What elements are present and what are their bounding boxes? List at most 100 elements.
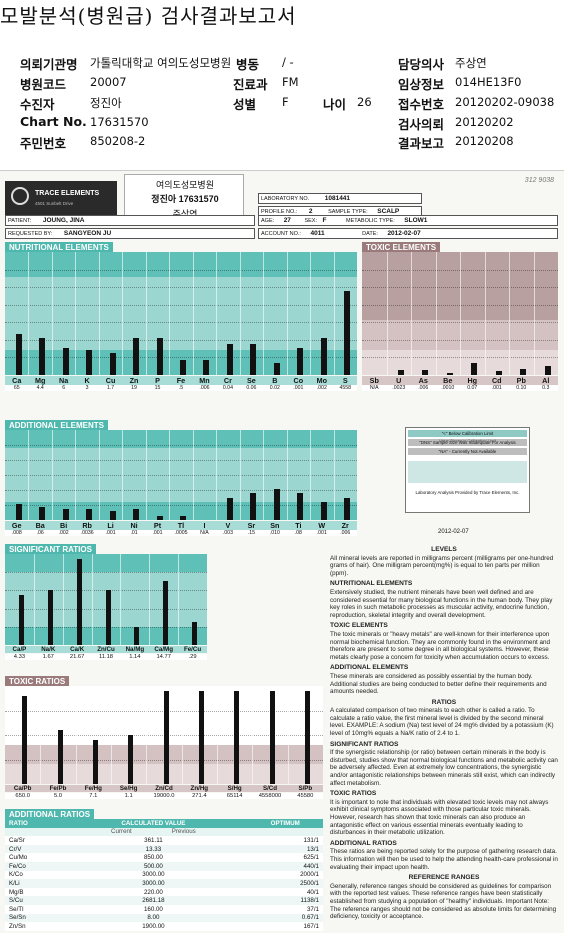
- chart-category-label: Sr: [239, 521, 264, 530]
- table-cell: 13/1: [306, 845, 319, 853]
- table-row: Fe/Co 500.00 440/1: [5, 861, 323, 871]
- chart-bar: [344, 497, 351, 520]
- chart-category-label: V: [216, 521, 240, 530]
- chart-bar: [62, 509, 69, 520]
- header-key: 주민번호: [20, 136, 67, 151]
- note-heading: LEVELS: [431, 546, 457, 553]
- chart-value-label: .001: [145, 530, 170, 537]
- header-key: 진료과: [233, 77, 268, 92]
- header-key: 접수번호: [398, 97, 445, 112]
- chart-category-label: W: [310, 521, 334, 530]
- chart-value-label: 0.07: [460, 385, 485, 392]
- logo-subtext: 4501 Sunbelt Drive: [35, 201, 74, 206]
- calc-col-header: CALCULATED VALUE: [59, 819, 248, 828]
- table-row: Se/Sn 8.00 0.67/1: [5, 913, 323, 923]
- table-row: S/Cu 2681.18 1138/1: [5, 896, 323, 905]
- table-cell: 131/1: [303, 836, 319, 844]
- table-cell: 13.33: [145, 845, 162, 853]
- requested-label: REQUESTED BY:: [8, 231, 53, 237]
- table-cell: 625/1: [303, 854, 319, 862]
- chart-bar: [544, 366, 551, 375]
- chart-value-label: .010: [263, 530, 287, 537]
- toxic-title: TOXIC ELEMENTS: [362, 242, 441, 253]
- header-key: 병원코드: [20, 77, 67, 92]
- chart-bar: [198, 690, 204, 784]
- chart-bar: [273, 362, 280, 375]
- note-paragraph: If the synergistic relationship (or rati…: [330, 749, 558, 787]
- chart-value-label: .001: [310, 530, 334, 537]
- header-value: 주상연: [455, 56, 487, 70]
- table-cell: 1138/1: [300, 897, 319, 905]
- ratio-col-header: RATIO: [5, 819, 60, 828]
- header-value: F: [282, 95, 289, 109]
- chart-value-label: 14.77: [149, 654, 179, 661]
- toxic-chart: Sb N/A U .0023 As .006 Be .0010 Hg 0.07 Cd .001 Pb 0.…: [362, 252, 558, 397]
- chart-category-label: Sb: [362, 376, 387, 385]
- table-cell: Cr/V: [9, 845, 22, 853]
- account-label: ACCOUNT NO.:: [261, 231, 301, 237]
- additional-ratios-body: Ca/Sr 361.11 131/1 Cr/V 13.33 13/1 Cu/Mo 850.00…: [5, 836, 323, 931]
- chart-bar: [203, 360, 210, 375]
- chart-value-label: .002: [310, 385, 334, 392]
- handwritten-note: 312 9038: [524, 177, 554, 184]
- chart-value-label: N/A: [362, 385, 387, 392]
- chart-category-label: I: [192, 521, 217, 530]
- note-heading: SIGNIFICANT RATIOS: [330, 740, 399, 748]
- additional-ratios-title: ADDITIONAL RATIOS: [5, 809, 95, 820]
- header-key: 임상정보: [398, 77, 445, 92]
- chart-bar: [446, 372, 453, 375]
- chart-category-label: Al: [533, 376, 558, 385]
- table-row: Cr/V 13.33 13/1: [5, 844, 323, 854]
- chart-bar: [47, 590, 53, 645]
- chart-category-label: B: [263, 376, 287, 385]
- notes-column: LEVELS All mineral levels are reported in…: [330, 543, 558, 931]
- profile-label: PROFILE NO.:: [261, 209, 298, 215]
- chart-bar: [495, 371, 502, 375]
- chart-category-label: Sn: [263, 521, 287, 530]
- chart-value-label: 19000.0: [146, 793, 182, 800]
- chart-value-label: 4558000: [252, 793, 288, 800]
- chart-category-label: S/Pb: [287, 785, 323, 792]
- table-cell: Cu/Mo: [9, 854, 28, 862]
- chart-category-label: Se/Hg: [111, 785, 147, 792]
- table-cell: 40/1: [306, 888, 319, 896]
- stamp-hospital: 여의도성모병원: [156, 180, 214, 190]
- chart-bar: [180, 515, 186, 520]
- chart-category-label: Bi: [51, 521, 76, 530]
- additional-ratios-table: RATIO CALCULATED VALUE OPTIMUM Current Pr…: [5, 819, 323, 931]
- chart-category-label: Na/K: [33, 646, 63, 653]
- chart-category-label: Rb: [75, 521, 99, 530]
- chart-bar: [250, 493, 257, 520]
- chart-category-label: P: [145, 376, 170, 385]
- lab-logo-icon: [11, 187, 29, 205]
- note-paragraph: The toxic minerals or "heavy metals" are…: [330, 630, 551, 661]
- chart-bar: [234, 690, 240, 784]
- chart-bar: [192, 622, 198, 645]
- legend-line: "NA" - Currently Not Available: [408, 448, 527, 455]
- chart-category-label: Zn/Cd: [146, 785, 182, 792]
- chart-bar: [397, 370, 404, 375]
- chart-bar: [109, 511, 116, 520]
- lab-logo: TRACE ELEMENTS 4501 Sunbelt Drive: [5, 181, 117, 219]
- chart-value-label: .01: [122, 530, 146, 537]
- metabolic-type: SLOW1: [404, 217, 428, 224]
- note-heading: ADDITIONAL ELEMENTS: [330, 664, 409, 672]
- report-title: 모발분석(병원급) 검사결과보고서: [0, 4, 297, 28]
- chart-bar: [105, 590, 111, 645]
- chart-category-label: Ca/P: [5, 646, 34, 653]
- table-cell: 37/1: [306, 905, 319, 913]
- chart-category-label: Ca/Mg: [149, 646, 179, 653]
- chart-bar: [133, 509, 140, 520]
- chart-category-label: Ca/Pb: [5, 785, 41, 792]
- chart-bar: [226, 497, 233, 520]
- chart-value-label: 65: [5, 385, 29, 392]
- header-key: Chart No.: [20, 114, 87, 129]
- table-cell: 160.00: [143, 905, 163, 913]
- metabolic-label: METABOLIC TYPE:: [346, 218, 395, 224]
- header-value: FM: [282, 75, 299, 89]
- chart-value-label: 5.0: [40, 793, 76, 800]
- header-value: 20120202: [455, 115, 514, 129]
- chart-value-label: .001: [98, 530, 123, 537]
- profile-no: 2: [308, 208, 313, 215]
- chart-bar: [156, 338, 163, 375]
